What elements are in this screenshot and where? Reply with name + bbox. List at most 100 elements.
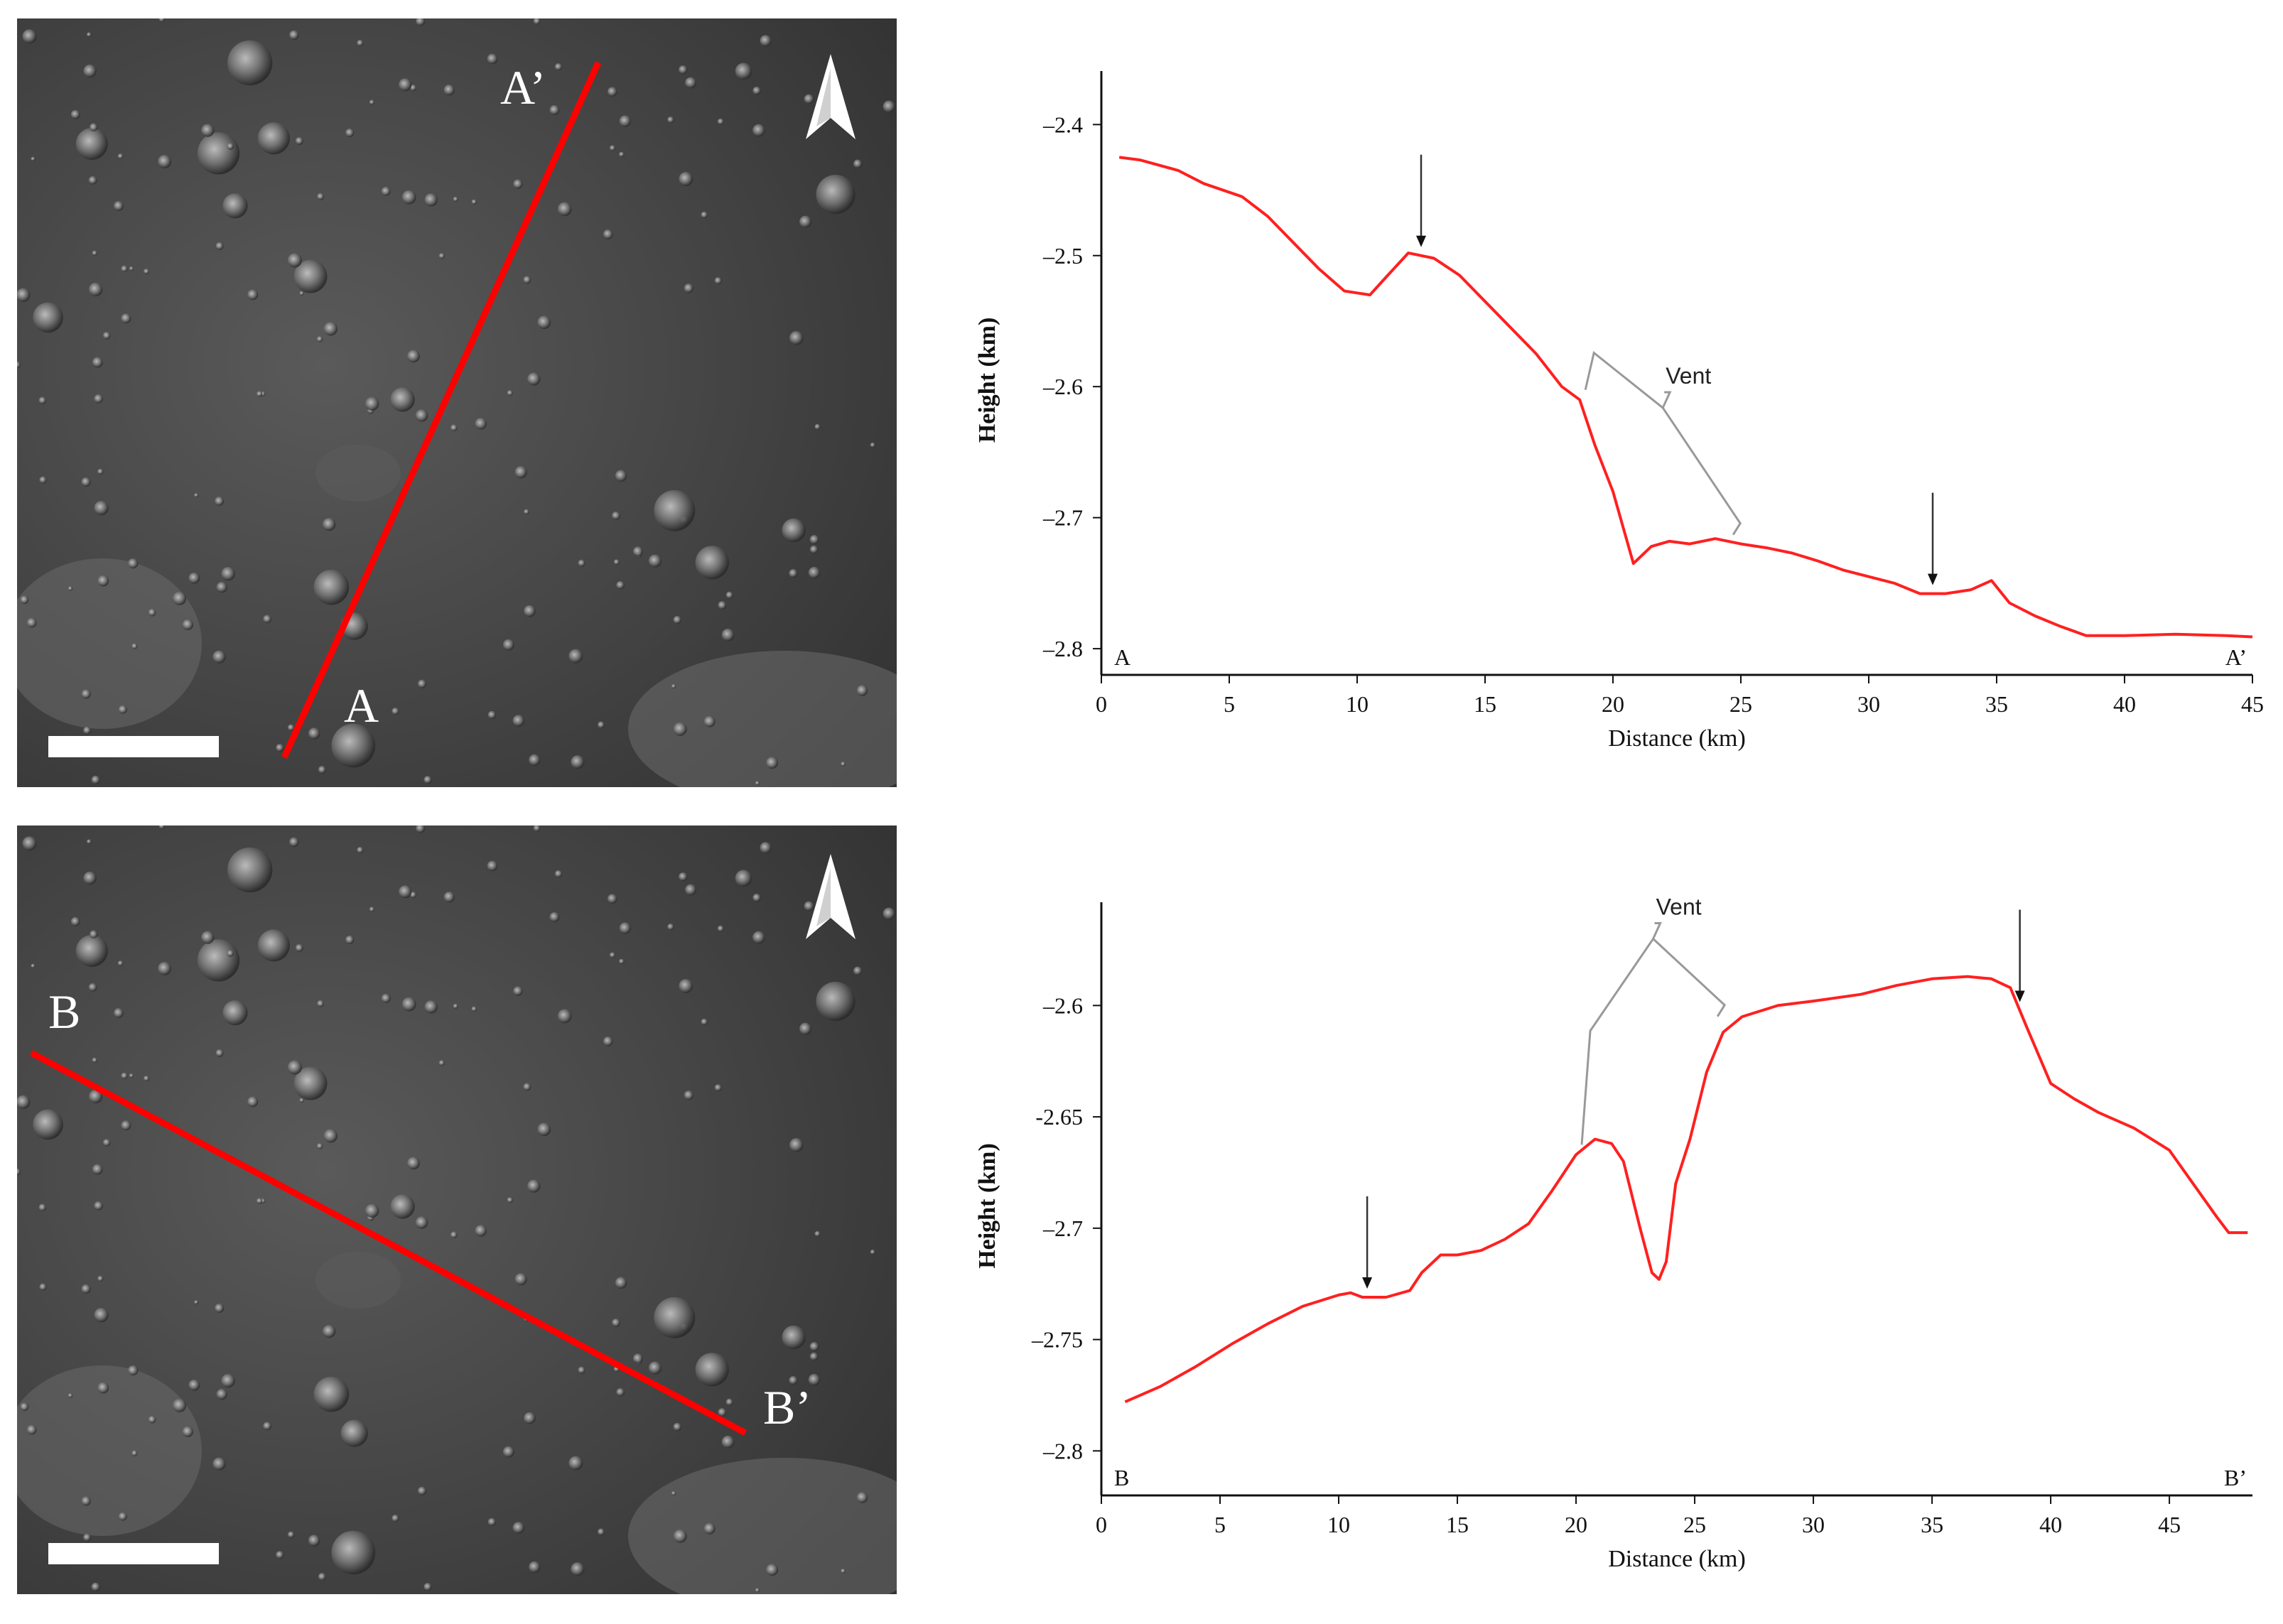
crater bbox=[789, 568, 798, 578]
crater bbox=[537, 1122, 551, 1137]
feature-arrow-icon bbox=[2014, 909, 2025, 1002]
crater bbox=[357, 39, 364, 47]
crater bbox=[416, 825, 426, 833]
crater bbox=[287, 1060, 302, 1075]
crater bbox=[399, 78, 412, 92]
profile-end-label: A’ bbox=[500, 60, 546, 114]
crater bbox=[22, 29, 37, 44]
dome-feature bbox=[315, 1252, 401, 1309]
crater bbox=[118, 705, 127, 714]
crater bbox=[721, 1435, 735, 1449]
crater bbox=[173, 1398, 187, 1412]
crater bbox=[615, 470, 627, 482]
crater bbox=[809, 1342, 819, 1351]
crater bbox=[194, 493, 199, 498]
crater bbox=[94, 1308, 109, 1323]
crater bbox=[83, 1533, 92, 1542]
x-tick-label: 20 bbox=[1565, 1512, 1587, 1537]
x-tick-label: 25 bbox=[1683, 1512, 1706, 1537]
crater bbox=[524, 605, 536, 617]
crater bbox=[513, 179, 523, 189]
crater bbox=[671, 683, 676, 689]
crater bbox=[514, 466, 527, 479]
crater bbox=[453, 1003, 458, 1009]
crater bbox=[523, 276, 531, 284]
bright-highland bbox=[17, 1365, 202, 1536]
crater bbox=[809, 1352, 819, 1361]
crater bbox=[317, 1000, 325, 1007]
crater bbox=[717, 925, 724, 932]
crater bbox=[568, 649, 583, 664]
crater bbox=[603, 1036, 613, 1046]
crater bbox=[227, 950, 234, 957]
crater-field bbox=[17, 18, 895, 786]
crater bbox=[401, 190, 416, 205]
crater bbox=[81, 477, 91, 487]
crater bbox=[148, 1415, 156, 1424]
crater bbox=[684, 1090, 693, 1100]
crater bbox=[70, 916, 80, 926]
crater bbox=[92, 357, 103, 368]
crater bbox=[26, 1424, 37, 1435]
crater bbox=[619, 922, 632, 934]
y-axis-label: Height (km) bbox=[974, 318, 1000, 443]
height-profile-line bbox=[1124, 975, 2248, 1404]
crater bbox=[313, 569, 350, 605]
crater bbox=[619, 115, 632, 127]
crater bbox=[816, 174, 856, 215]
crater bbox=[654, 489, 696, 531]
crater bbox=[87, 32, 92, 37]
crater bbox=[345, 935, 355, 944]
crater bbox=[524, 1412, 536, 1424]
crater bbox=[766, 1564, 779, 1576]
crater bbox=[679, 172, 693, 186]
crater bbox=[717, 118, 724, 125]
crater bbox=[381, 993, 391, 1003]
north-arrow-icon bbox=[806, 54, 856, 139]
y-tick-label: –2.75 bbox=[1031, 1327, 1083, 1353]
crater bbox=[316, 336, 323, 342]
crater bbox=[121, 1072, 128, 1080]
y-tick-label: -2.65 bbox=[1035, 1104, 1083, 1130]
crater bbox=[323, 322, 338, 336]
crater bbox=[789, 331, 804, 345]
crater bbox=[554, 63, 563, 71]
crater bbox=[554, 870, 563, 878]
crater bbox=[679, 872, 688, 882]
crater bbox=[148, 608, 156, 617]
crater bbox=[121, 313, 131, 324]
crater bbox=[714, 1084, 722, 1092]
crater bbox=[197, 939, 240, 982]
crater bbox=[308, 1534, 320, 1547]
crater bbox=[502, 639, 514, 651]
crater bbox=[612, 1319, 620, 1327]
crater bbox=[216, 582, 227, 593]
profile-start-label: B bbox=[1114, 1465, 1129, 1490]
crater bbox=[299, 1098, 304, 1103]
crater bbox=[856, 1492, 868, 1503]
lunar-terrain-a: A A’ bbox=[17, 18, 897, 787]
crater bbox=[438, 1060, 445, 1066]
crater bbox=[841, 1569, 846, 1574]
crater bbox=[39, 1283, 47, 1291]
crater bbox=[94, 394, 103, 404]
crater bbox=[695, 1353, 729, 1387]
crater bbox=[616, 1387, 625, 1397]
feature-arrow-icon bbox=[1928, 492, 1938, 585]
crater bbox=[81, 689, 91, 699]
crater bbox=[17, 288, 31, 302]
x-tick-label: 5 bbox=[1214, 1512, 1226, 1537]
crater bbox=[527, 372, 541, 386]
y-tick-label: –2.5 bbox=[1042, 243, 1083, 269]
y-axis-label: Height (km) bbox=[974, 1143, 1000, 1269]
crater bbox=[549, 911, 560, 922]
crater bbox=[131, 1450, 138, 1456]
crater bbox=[83, 726, 92, 735]
crater-field bbox=[17, 825, 895, 1593]
crater bbox=[102, 332, 111, 340]
crater bbox=[524, 509, 529, 515]
crater bbox=[870, 1249, 875, 1255]
crater bbox=[381, 186, 391, 196]
crater bbox=[369, 906, 374, 912]
crater bbox=[215, 1049, 224, 1057]
